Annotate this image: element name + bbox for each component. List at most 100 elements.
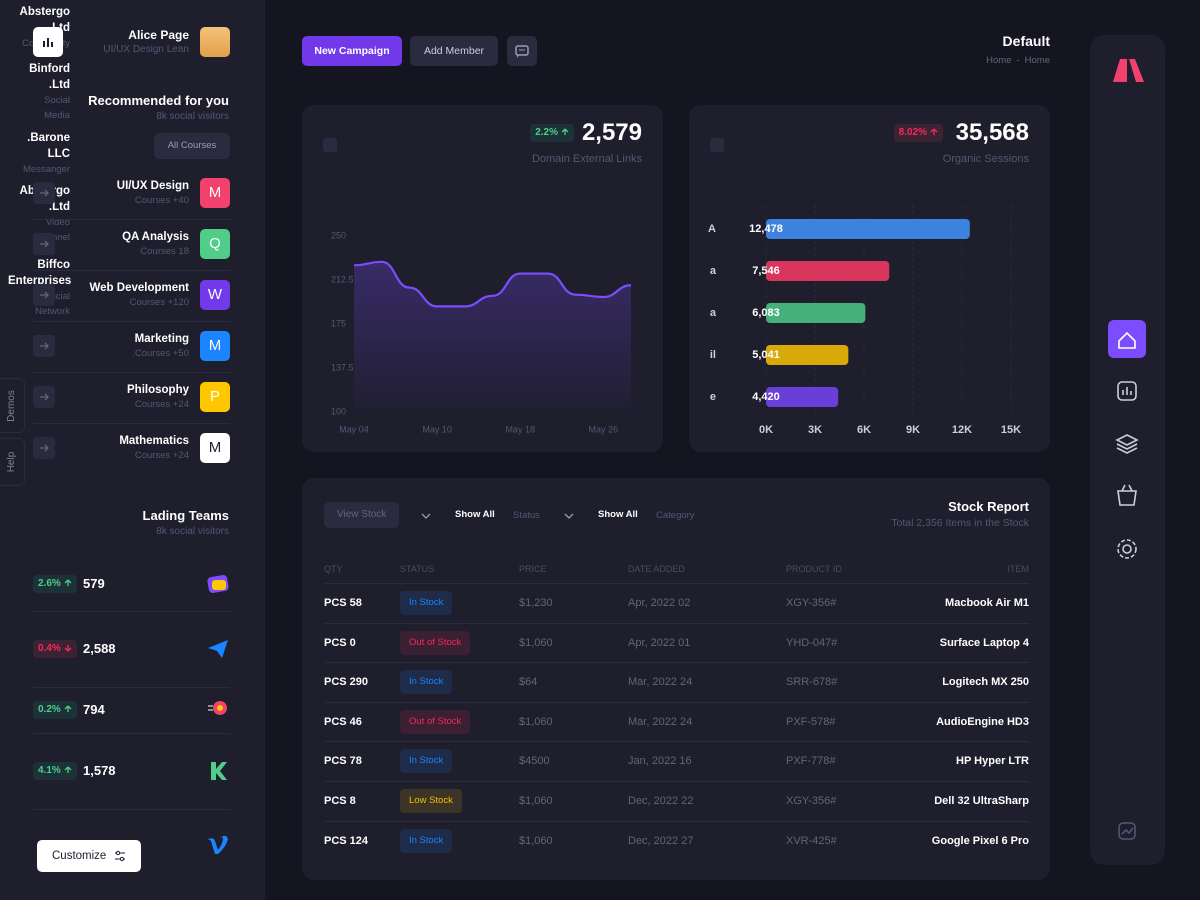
trend-arrow (64, 645, 72, 652)
course-arrow[interactable] (33, 437, 55, 459)
side-tab-label: Help (6, 451, 17, 473)
filter-value[interactable]: Show All (598, 509, 638, 520)
stock-subtitle: Total 2,356 Items in the Stock (891, 517, 1029, 529)
menu-dots[interactable] (323, 138, 337, 152)
separator (33, 321, 230, 322)
trend-arrow (561, 128, 569, 136)
user-name: Alice Page (128, 28, 189, 42)
stock-card (302, 478, 1050, 880)
side-tab[interactable] (0, 378, 25, 433)
dropdown[interactable]: View Stock (324, 502, 399, 528)
item: Google Pixel 6 Pro (931, 834, 1029, 847)
user-role: UI/UX Design Lean (103, 44, 189, 55)
course-letter: M (200, 331, 230, 361)
logo[interactable] (33, 27, 63, 57)
qty: PCS 290 (324, 676, 369, 689)
chat-icon (515, 45, 529, 58)
qty: PCS 8 (324, 795, 356, 807)
button[interactable]: New Campaign (302, 36, 402, 66)
right-rail (1090, 35, 1165, 865)
separator (33, 219, 230, 220)
course-sub: Courses +24 (134, 450, 189, 461)
course-arrow[interactable] (33, 335, 55, 357)
course-sub: .Courses +50 (132, 348, 189, 359)
stat-value: 35,568 (955, 119, 1029, 146)
sliders-icon (115, 850, 125, 862)
date: Mar, 2022 24 (628, 676, 693, 689)
team-value: 794 (83, 702, 105, 717)
product-id: PXF-578# (786, 715, 836, 728)
column-header: DATE ADDED (628, 564, 685, 574)
change-text: 8.02% (898, 127, 927, 138)
stat-label: Domain External Links (531, 153, 642, 165)
price: $1,060 (519, 715, 553, 728)
column-header: PRODUCT ID (786, 564, 842, 574)
team-logo (206, 637, 230, 661)
course-letter: M (200, 433, 230, 463)
team-logo (206, 698, 230, 722)
change-text: 2.2% (535, 127, 558, 138)
course-arrow[interactable] (33, 386, 55, 408)
arrow-icon (40, 444, 49, 452)
change-text: 0.2% (38, 704, 61, 715)
row-separator (324, 701, 1029, 703)
date: Apr, 2022 01 (628, 636, 691, 649)
course-sub: Courses +40 (134, 195, 189, 206)
avatar[interactable] (200, 27, 230, 57)
separator (33, 687, 230, 688)
arrow-icon (40, 240, 49, 248)
icon-button[interactable] (507, 36, 537, 66)
side-tab[interactable] (0, 438, 25, 486)
course-arrow[interactable] (33, 182, 55, 204)
button[interactable]: All Courses (154, 133, 230, 159)
column-header: STATUS (400, 564, 435, 574)
product-id: PXF-778# (786, 755, 836, 768)
price: $1,060 (519, 834, 553, 847)
status-badge: Out of Stock (400, 630, 471, 655)
chevron[interactable] (421, 510, 431, 520)
team-text: Biffco Enterprises Social Network (0, 252, 72, 323)
menu-dots[interactable] (710, 138, 724, 152)
price: $4500 (519, 755, 550, 768)
team-icon (207, 575, 229, 593)
course-name: UI/UX Design (116, 180, 189, 192)
item: Logitech MX 250 (942, 676, 1029, 689)
breadcrumb-item[interactable]: Home (1024, 55, 1050, 66)
breadcrumb-item[interactable]: Home (986, 55, 1012, 66)
product-id: XGY-356# (786, 795, 837, 807)
course-arrow[interactable] (33, 284, 55, 306)
nav-active[interactable] (1108, 320, 1146, 358)
filter-value[interactable]: Show All (455, 509, 495, 520)
team-value: 579 (83, 576, 105, 591)
course-letter: Q (200, 229, 230, 259)
status-badge: In Stock (400, 828, 453, 853)
qty: PCS 78 (324, 755, 362, 768)
team-name: Binford .Ltd (29, 63, 70, 91)
team-name: .Barone LLC (27, 131, 70, 160)
column-header: PRICE (519, 564, 547, 574)
team-name: Biffco Enterprises (8, 258, 72, 287)
team-sub: Messanger (23, 163, 70, 175)
team-icon (208, 701, 227, 715)
change-badge: 4.1% (33, 762, 77, 780)
separator (33, 611, 230, 612)
customize-button[interactable]: Customize (37, 840, 141, 872)
course-name: QA Analysis (122, 231, 189, 243)
row-separator (324, 662, 1029, 664)
chevron[interactable] (564, 510, 574, 520)
button[interactable]: Add Member (410, 36, 498, 66)
item: HP Hyper LTR (956, 755, 1029, 768)
breadcrumb: Home - Home (986, 54, 1050, 68)
price: $1,060 (519, 636, 553, 649)
status-badge: In Stock (400, 591, 453, 615)
course-name: Mathematics (119, 435, 189, 447)
course-sub: Courses +120 (129, 297, 189, 308)
course-arrow[interactable] (33, 233, 55, 255)
separator (33, 423, 230, 424)
qty: PCS 58 (324, 597, 362, 609)
row-separator (324, 820, 1029, 822)
item: AudioEngine HD3 (936, 715, 1029, 728)
change-badge: 8.02% (893, 124, 943, 142)
team-value: 2,588 (83, 641, 116, 656)
